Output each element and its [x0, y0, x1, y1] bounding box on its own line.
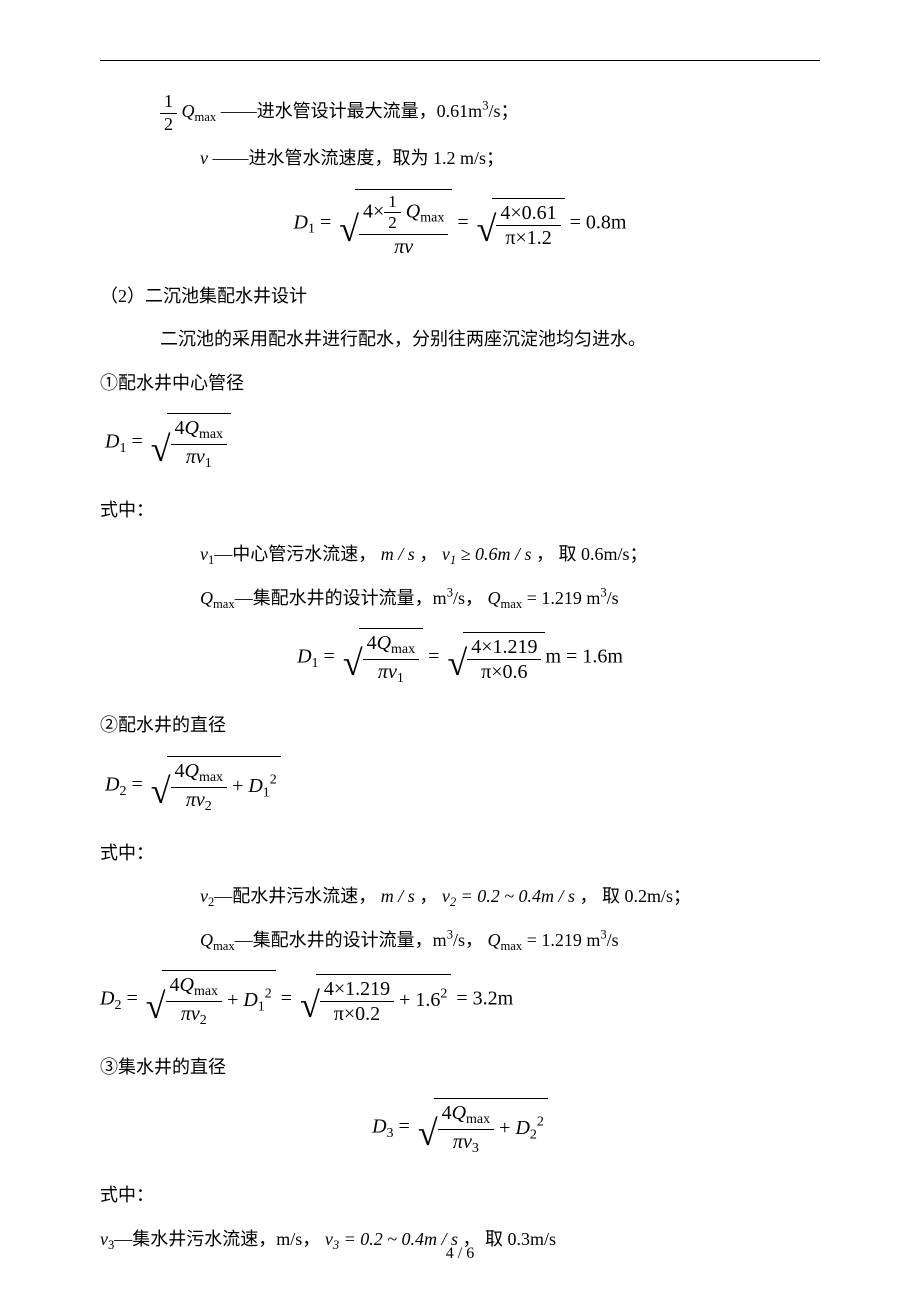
text: 进水管设计最大流量，0.61m: [257, 101, 483, 121]
frac-den: 2: [160, 114, 177, 136]
sym-q: Q: [182, 101, 195, 121]
equation-d2-def: D2 = √ 4Qmaxπv2 + D12: [100, 756, 820, 816]
text: = 1.219 m: [522, 930, 600, 950]
dash: ——: [221, 101, 257, 121]
equation-d3-def: D3 = √ 4Qmaxπv3 + D22: [100, 1098, 820, 1158]
sym-v: v: [200, 148, 208, 168]
result: = 0.8m: [570, 211, 627, 233]
num: 4×1.219: [320, 977, 394, 1002]
result: = 3.2m: [456, 988, 513, 1010]
para-qmax-def-3: Qmax—集配水井的设计流量，m3/s， Qmax = 1.219 m3/s: [100, 921, 820, 961]
num: 4×0.61: [496, 201, 560, 226]
label-where-1: 式中：: [100, 491, 820, 531]
equation-d1-calc: D1 = √ 4Qmaxπv1 = √ 4×1.219π×0.6 m = 1.6…: [100, 628, 820, 688]
result: m = 1.6m: [545, 646, 622, 668]
text: 进水管水流速度，取为 1.2 m/s；: [249, 148, 505, 168]
label-where-2: 式中：: [100, 834, 820, 874]
heading-circle-1: ①配水井中心管径: [100, 364, 820, 404]
den: π×1.2: [496, 226, 560, 250]
text: = 1.219 m: [522, 588, 600, 608]
equation-d1-inlet: D1 = √ 4×12 Qmax πv = √ 4×0.61π×1.2 = 0.…: [100, 189, 820, 259]
page-number: 4 / 6: [0, 1245, 920, 1263]
heading-2: （2）二沉池集配水井设计: [100, 277, 820, 317]
dash: ——: [213, 148, 249, 168]
para-v1-def: v1—中心管污水流速， m / s ， v1 ≥ 0.6m / s ， 取 0.…: [100, 535, 820, 575]
text: /s: [607, 588, 619, 608]
label-where-3: 式中：: [100, 1176, 820, 1216]
text: ， 取 0.2m/s；: [580, 886, 692, 906]
add: + 1.6: [399, 989, 440, 1011]
num: 4×1.219: [467, 635, 541, 660]
text: —集配水井的设计流量，m: [235, 588, 447, 608]
equation-d1-def: D1 = √ 4Qmaxπv1: [100, 413, 820, 473]
den: π×0.6: [467, 660, 541, 684]
para-qmax-def-2: Qmax—集配水井的设计流量，m3/s， Qmax = 1.219 m3/s: [100, 579, 820, 619]
heading-circle-3: ③集水井的直径: [100, 1048, 820, 1088]
header-rule: [100, 60, 820, 61]
equation-d2-calc: D2 = √ 4Qmaxπv2 + D12 = √ 4×1.219π×0.2 +…: [100, 970, 820, 1030]
para-v-def: v ——进水管水流速度，取为 1.2 m/s；: [100, 139, 820, 179]
para-v2-def: v2—配水井污水流速， m / s ， v2 = 0.2 ~ 0.4m / s …: [100, 877, 820, 917]
text: /s: [607, 930, 619, 950]
unit: m / s: [381, 544, 415, 564]
para-qmax-def: 12 Qmax ——进水管设计最大流量，0.61m3/s；: [100, 91, 820, 135]
text: —集配水井的设计流量，m: [235, 930, 447, 950]
sub-max: max: [195, 110, 217, 124]
para-intro: 二沉池的采用配水井进行配水，分别往两座沉淀池均匀进水。: [100, 320, 820, 360]
den: π×0.2: [320, 1002, 394, 1026]
frac-num: 1: [160, 91, 177, 114]
heading-circle-2: ②配水井的直径: [100, 706, 820, 746]
text: /s，: [453, 930, 483, 950]
text: /s，: [453, 588, 483, 608]
text: —配水井污水流速，: [214, 886, 376, 906]
unit: m / s: [381, 886, 415, 906]
text: ， 取 0.6m/s；: [536, 544, 648, 564]
text: /s；: [488, 101, 518, 121]
text: —中心管污水流速，: [214, 544, 376, 564]
